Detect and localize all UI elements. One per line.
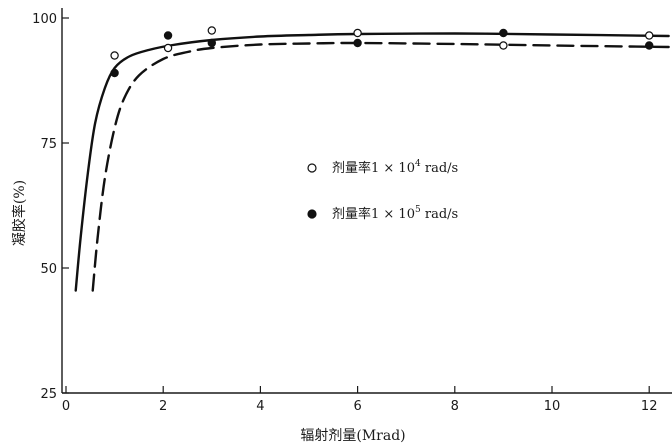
data-point-filled [110,68,119,78]
x-axis-title: 辐射剂量(Mrad) [300,428,405,444]
y-tick-label: 75 [40,137,57,152]
legend-marker-1 [307,163,317,173]
y-ticks: 25 50 75 100 [32,12,69,402]
legend-marker-2 [307,209,317,219]
legend-exponent: 5 [415,205,421,215]
x-tick-label: 12 [641,399,658,414]
legend-text-prefix: 剂量率1 × 10 [332,160,415,176]
y-tick-label: 50 [40,262,57,277]
x-ticks: 0 2 4 6 8 10 12 [62,386,658,414]
data-point-filled [163,31,173,40]
y-tick-label: 100 [32,12,57,27]
data-point-open [645,31,654,40]
legend-label-1: 剂量率1 × 104 rad/s [332,159,458,176]
data-point-filled [207,38,216,48]
x-tick-label: 4 [256,399,264,414]
data-point-open [499,41,508,50]
series-points [110,26,654,78]
data-point-filled [645,41,654,50]
x-axis: 0 2 4 6 8 10 12 辐射剂量(Mrad) [62,386,672,444]
legend-label-2: 剂量率1 × 105 rad/s [332,205,458,222]
legend-exponent: 4 [415,159,421,169]
x-tick-label: 10 [544,399,561,414]
data-point-open [163,43,173,53]
data-point-open [110,51,119,60]
legend-text-suffix: rad/s [421,207,458,222]
x-tick-label: 2 [159,399,167,414]
data-point-open [353,28,362,38]
y-axis-title: 凝胶率(%) [11,180,28,246]
data-point-open [207,26,216,35]
data-point-filled [499,28,508,38]
legend-text-suffix: rad/s [421,161,458,176]
y-axis: 25 50 75 100 凝胶率(%) [11,8,69,402]
series-line-2 [91,41,670,292]
legend-text-prefix: 剂量率1 × 10 [332,206,415,222]
x-tick-label: 8 [451,399,459,414]
x-tick-label: 6 [353,399,361,414]
y-tick-label: 25 [40,387,57,402]
x-tick-label: 0 [62,399,70,414]
data-point-filled [353,38,362,48]
